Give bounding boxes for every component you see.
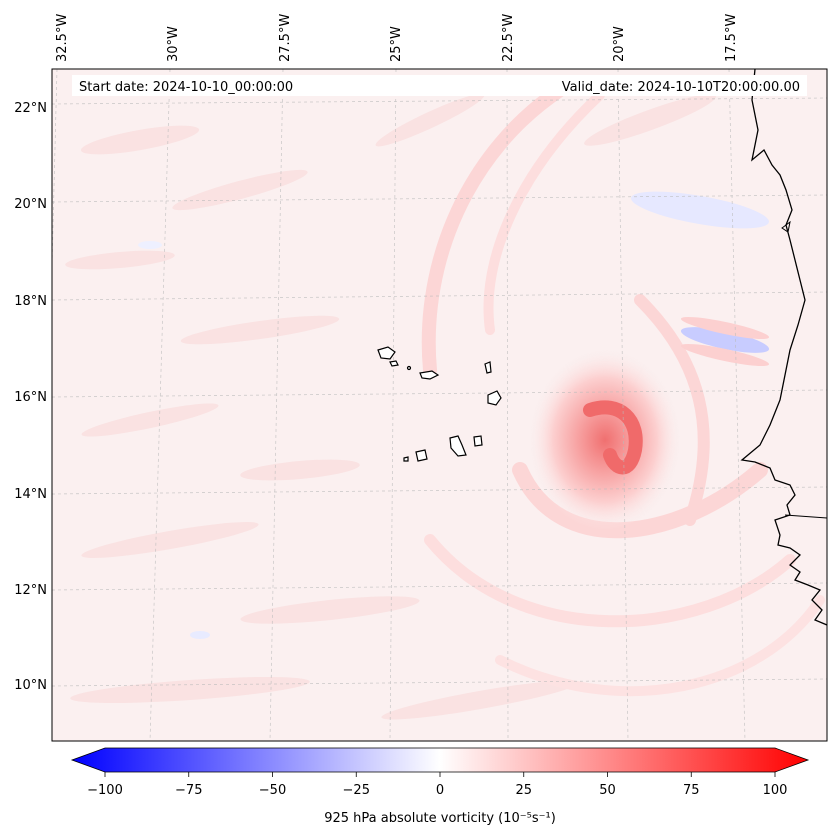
lat-label: 22°N: [14, 101, 47, 116]
lat-label: 12°N: [14, 583, 47, 598]
colorbar: −100 −75 −50 −25 0 25 50 75 100 925 hPa absolute…: [70, 747, 810, 826]
map-panel: Start date: 2024-10-10_00:00:00 Valid_da…: [52, 69, 827, 741]
colorbar-body: [70, 747, 810, 773]
start-date-label: Start date: 2024-10-10_00:00:00: [79, 80, 293, 95]
longitude-labels: 32.5°W 30°W 27.5°W 25°W 22.5°W 20°W 17.5…: [55, 14, 739, 62]
lat-label: 10°N: [14, 678, 47, 693]
lon-label: 25°W: [389, 26, 404, 62]
lat-label: 14°N: [14, 487, 47, 502]
lat-label: 20°N: [14, 197, 47, 212]
lon-label: 32.5°W: [55, 14, 70, 62]
negative-vorticity: [138, 191, 770, 639]
colorbar-tick-label: 100: [763, 783, 788, 798]
valid-date-label: Valid_date: 2024-10-10T20:00:00.00: [562, 80, 800, 95]
gridlines: [52, 69, 827, 741]
colorbar-tick-label: −25: [343, 783, 370, 798]
map-background: [52, 69, 827, 741]
colorbar-tick-label: 75: [683, 783, 700, 798]
coast-detail: [781, 220, 827, 519]
map-frame: [51, 68, 828, 742]
colorbar-ticks: −100 −75 −50 −25 0 25 50 75 100: [87, 772, 787, 798]
colorbar-tick-label: 50: [599, 783, 616, 798]
colorbar-tick-label: −50: [259, 783, 286, 798]
header-box: [72, 75, 807, 96]
lon-label: 22.5°W: [501, 14, 516, 62]
vorticity-streaks: [65, 93, 716, 720]
islands: [377, 346, 502, 462]
vortex: [530, 350, 680, 530]
lon-label: 20°W: [612, 26, 627, 62]
colorbar-tick-label: −75: [175, 783, 202, 798]
lon-label: 27.5°W: [278, 14, 293, 62]
vortex-core: [583, 400, 643, 475]
coastline: [740, 69, 827, 626]
colorbar-tick-label: 25: [515, 783, 532, 798]
lat-label: 18°N: [14, 294, 47, 309]
lat-label: 16°N: [14, 390, 47, 405]
colorbar-tick-label: −100: [87, 783, 123, 798]
lon-label: 30°W: [166, 26, 181, 62]
colorbar-tick-label: 0: [436, 783, 444, 798]
spiral-bands: [421, 83, 825, 697]
lon-label: 17.5°W: [724, 14, 739, 62]
colorbar-label: 925 hPa absolute vorticity (10⁻⁵s⁻¹): [324, 811, 556, 826]
latitude-labels: 22°N 20°N 18°N 16°N 14°N 12°N 10°N: [14, 101, 47, 693]
